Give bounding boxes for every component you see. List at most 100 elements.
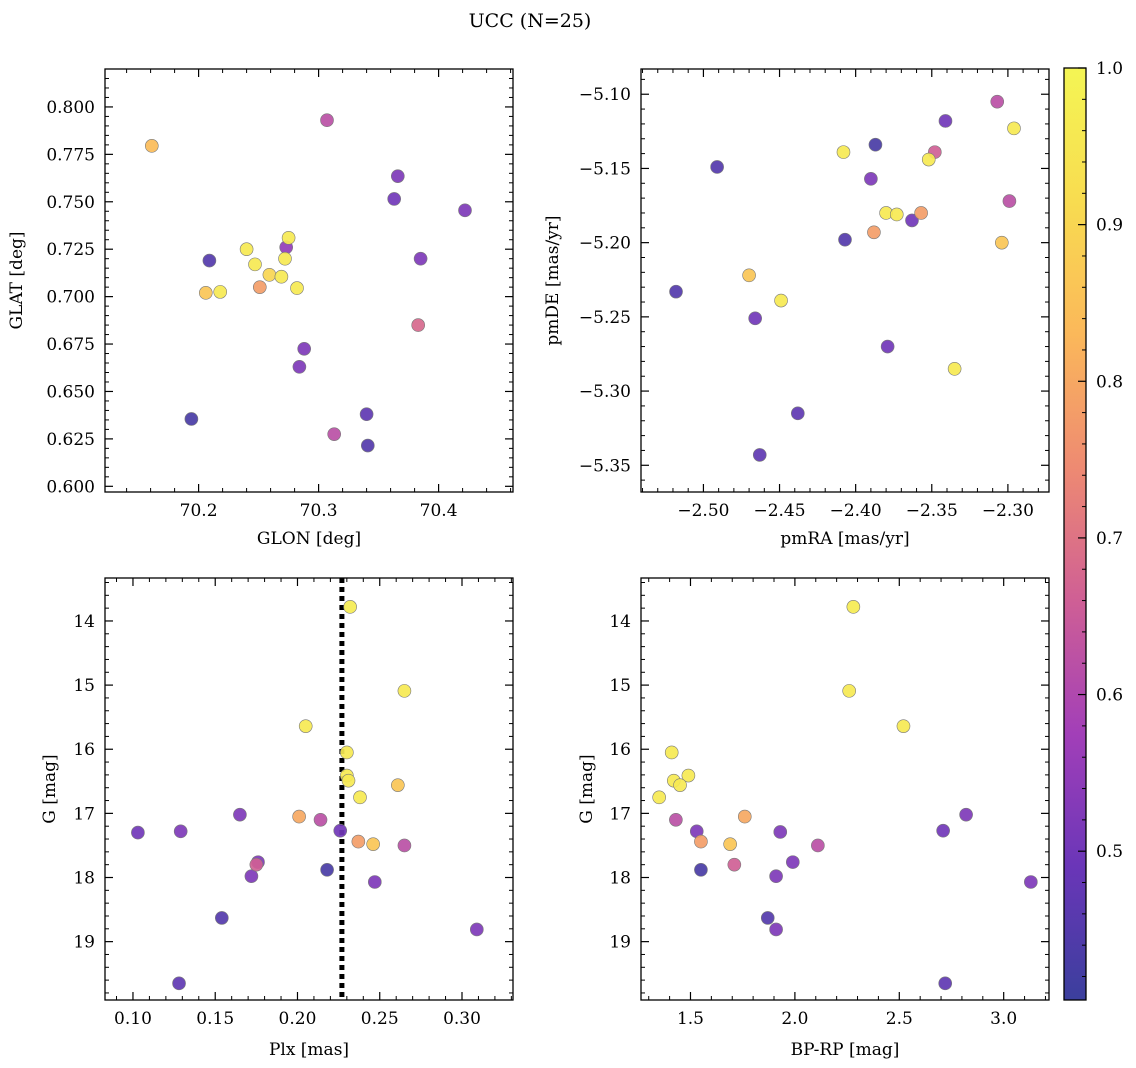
y-tick-label: 18 <box>73 869 95 889</box>
scatter-point <box>938 976 953 991</box>
colorbar-tick-label: 1.0 <box>1096 59 1123 79</box>
x-tick-label: 0.25 <box>361 1009 399 1029</box>
scatter-point <box>458 203 472 218</box>
y-tick-label: 15 <box>73 676 95 696</box>
subplot-1: 70.2 70.3 70.4 0.600 0.625 0.650 0.675 0.700 0.7… <box>7 68 514 549</box>
y-axis-label: GLAT [deg] <box>7 231 27 329</box>
scatter-point <box>340 745 354 760</box>
scatter-point <box>292 809 306 824</box>
scatter-point <box>742 268 756 283</box>
scatter-point <box>173 824 188 839</box>
scatter-point <box>172 976 186 991</box>
y-axis-label: G [mag] <box>40 754 60 823</box>
scatter-point <box>681 768 696 783</box>
scatter-points <box>131 578 484 1000</box>
scatter-point <box>366 837 380 851</box>
scatter-point <box>391 778 405 792</box>
y-tick-label: 0.700 <box>46 288 95 308</box>
scatter-point <box>413 251 428 266</box>
scatter-point <box>694 834 708 849</box>
scatter-point <box>914 206 928 220</box>
y-tick-label: −5.10 <box>579 85 631 105</box>
subplot-2: −2.50 −2.45 −2.40 −2.35 −2.30 −5.35 −5.30 −5.25… <box>543 68 1050 549</box>
y-tick-label: −5.30 <box>579 382 631 402</box>
scatter-points <box>145 113 472 453</box>
scatter-points <box>652 600 1038 991</box>
x-tick-label: 0.30 <box>443 1009 481 1029</box>
scatter-point <box>760 911 775 925</box>
scatter-point <box>202 253 217 268</box>
axes-frame <box>104 68 514 493</box>
scatter-point <box>868 137 883 152</box>
scatter-point <box>669 812 683 827</box>
colorbar-tick-label: 0.7 <box>1096 529 1123 549</box>
scatter-point <box>215 911 229 925</box>
scatter-point <box>359 407 374 422</box>
y-tick-label: 16 <box>609 740 631 760</box>
y-tick-label: 17 <box>609 804 631 824</box>
scatter-point <box>239 242 254 257</box>
x-tick-label: 0.20 <box>279 1009 317 1029</box>
scatter-point <box>769 869 783 884</box>
scatter-point <box>838 232 852 247</box>
scatter-point <box>921 152 936 167</box>
axes-frame <box>640 68 1050 493</box>
scatter-point <box>710 160 724 174</box>
scatter-point <box>320 863 334 877</box>
x-tick-label: 0.15 <box>196 1009 234 1029</box>
scatter-point <box>1024 875 1038 889</box>
scatter-points <box>669 94 1021 462</box>
y-tick-label: 18 <box>609 869 631 889</box>
scatter-point <box>199 286 213 300</box>
figure-title: UCC (N=25) <box>469 10 592 32</box>
scatter-point <box>397 684 412 698</box>
scatter-point <box>938 114 953 128</box>
scatter-point <box>947 362 962 376</box>
y-axis-label: G [mag] <box>577 754 597 823</box>
scatter-point <box>769 922 783 937</box>
colorbar-frame <box>1063 67 1087 1001</box>
scatter-point <box>752 448 767 462</box>
scatter-point <box>249 857 264 872</box>
scatter-point <box>995 235 1009 250</box>
y-tick-label: 16 <box>73 740 95 760</box>
scatter-point <box>184 412 199 426</box>
y-tick-label: 14 <box>609 612 631 632</box>
scatter-point <box>262 268 277 282</box>
scatter-point <box>343 600 357 614</box>
scatter-point <box>290 281 304 295</box>
scatter-point <box>470 922 484 937</box>
scatter-point <box>351 834 366 849</box>
colorbar: 0.5 0.6 0.7 0.8 0.9 1.0 <box>1063 59 1123 1001</box>
y-tick-label: 17 <box>73 804 95 824</box>
scatter-point <box>889 207 904 222</box>
scatter-point <box>936 823 950 838</box>
colorbar-tick-label: 0.8 <box>1096 372 1123 392</box>
colorbar-gradient <box>1064 68 1086 1000</box>
x-axis-label: GLON [deg] <box>257 529 361 549</box>
scatter-point <box>320 113 334 128</box>
scatter-point <box>248 257 262 272</box>
scatter-point <box>411 318 426 332</box>
scatter-point <box>252 280 267 294</box>
x-tick-label: −2.50 <box>677 501 729 521</box>
scatter-point <box>774 293 788 308</box>
y-tick-label: 19 <box>73 933 95 953</box>
y-tick-label: −5.35 <box>579 456 631 476</box>
x-tick-label: 70.4 <box>420 501 458 521</box>
scatter-point <box>298 719 313 733</box>
scatter-point <box>244 869 259 884</box>
x-tick-label: 2.5 <box>886 1009 913 1029</box>
scatter-point <box>669 284 683 299</box>
scatter-point <box>397 838 412 853</box>
axes-frame <box>104 577 514 1001</box>
y-tick-label: 0.800 <box>46 98 95 118</box>
scatter-point <box>213 285 227 299</box>
y-tick-label: 14 <box>73 612 95 632</box>
subplot-3: 0.10 0.15 0.20 0.25 0.30 14 15 16 17 18 19 Plx [mas… <box>40 577 514 1060</box>
x-tick-label: −2.45 <box>753 501 805 521</box>
x-tick-label: 1.5 <box>677 1009 704 1029</box>
scatter-point <box>880 339 895 354</box>
scatter-point <box>785 855 800 869</box>
